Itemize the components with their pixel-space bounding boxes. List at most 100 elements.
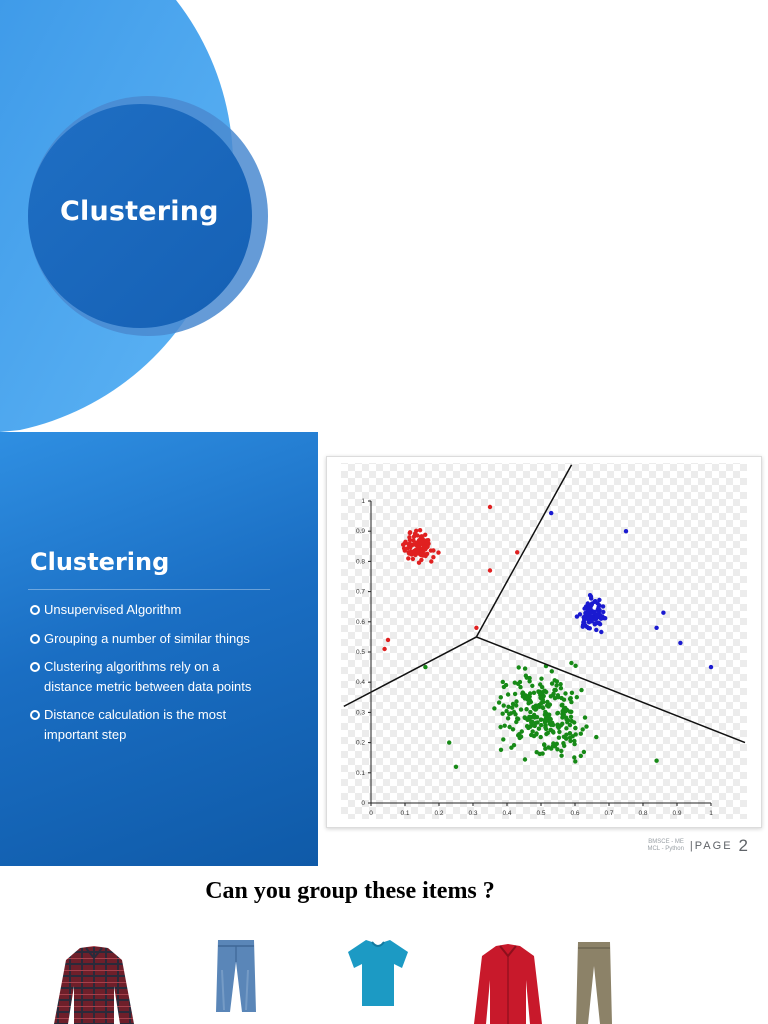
cluster-2-point xyxy=(569,699,574,705)
slide-heading: Clustering xyxy=(30,548,170,576)
y-tick-label: 0.1 xyxy=(356,770,365,777)
cluster-2-point xyxy=(529,719,535,724)
y-tick-label: 0.5 xyxy=(356,649,365,656)
cluster-1-point xyxy=(574,614,580,619)
cluster-1-point xyxy=(589,602,594,607)
cluster-0-point xyxy=(417,528,423,533)
cluster-1-point xyxy=(593,617,598,622)
outlier-point xyxy=(487,504,493,510)
cluster-2-point xyxy=(578,731,583,736)
cluster-2-point xyxy=(560,721,565,726)
y-tick-label: 0.2 xyxy=(356,740,365,747)
cluster-2-point xyxy=(546,745,551,750)
cluster-2-point xyxy=(536,726,542,731)
bullet-item: Unsupervised Algorithm xyxy=(30,600,270,620)
outlier-point xyxy=(382,646,387,652)
cluster-2-point xyxy=(525,697,530,702)
cluster-2-point xyxy=(573,663,578,668)
cluster-2-point xyxy=(581,749,587,755)
cluster-2-point xyxy=(579,687,584,693)
cluster-2-point xyxy=(542,742,547,748)
cluster-2-point xyxy=(560,702,565,707)
footer-org-line2: MCL - Python xyxy=(647,846,684,852)
cluster-2-point xyxy=(509,745,514,750)
cluster-2-point xyxy=(528,709,533,715)
cluster-1-point xyxy=(586,607,591,613)
cluster-2-point xyxy=(572,755,577,760)
cluster-2-point xyxy=(542,712,548,717)
cluster-2-point xyxy=(526,701,531,706)
cluster-2-point xyxy=(572,741,577,747)
cluster-2-point xyxy=(529,732,534,738)
cluster-0-point xyxy=(418,552,424,558)
cluster-1-point xyxy=(596,620,601,625)
cluster-0-point xyxy=(429,559,434,564)
bullet-list: Unsupervised Algorithm Grouping a number… xyxy=(30,600,270,753)
cluster-2-point xyxy=(514,699,519,704)
cluster-2-point xyxy=(554,741,559,746)
cluster-0-point xyxy=(412,531,418,536)
cluster-2-point xyxy=(568,714,574,719)
cluster-2-point xyxy=(540,685,545,690)
cluster-2-point xyxy=(559,748,564,754)
cluster-2-point xyxy=(545,730,550,736)
bullet-text: Unsupervised Algorithm xyxy=(44,602,182,617)
bullet-ring-icon xyxy=(30,633,40,644)
cluster-2-point xyxy=(542,718,547,723)
cluster-1-point xyxy=(601,609,606,615)
cluster-2-point xyxy=(538,734,543,740)
cluster-0-point xyxy=(402,548,407,553)
bullet-text: Grouping a number of similar things xyxy=(44,630,250,646)
cluster-2-point xyxy=(550,720,555,725)
cluster-2-point xyxy=(567,735,573,740)
cluster-2-point xyxy=(535,703,540,709)
bullet-item: Grouping a number of similar things xyxy=(30,629,270,649)
tshirt-image xyxy=(348,940,408,1006)
y-tick-label: 0.6 xyxy=(356,619,365,626)
cluster-1-point xyxy=(599,629,604,635)
cluster-2-point xyxy=(556,695,561,700)
cluster-2-point xyxy=(548,694,553,699)
cluster-2-point xyxy=(534,750,539,755)
cluster-0-point xyxy=(416,560,422,565)
cluster-2-point xyxy=(505,692,511,697)
checker-background xyxy=(341,463,747,819)
bullet-ring-icon xyxy=(30,662,40,672)
cluster-2-point xyxy=(548,727,553,733)
cluster-2-point xyxy=(560,715,565,720)
cluster-0-point xyxy=(406,556,411,561)
cluster-2-point xyxy=(518,684,523,690)
cluster-2-point xyxy=(560,709,565,714)
cluster-2-point xyxy=(492,706,497,711)
cluster-2-point xyxy=(538,695,543,700)
cluster-2-point xyxy=(527,679,532,684)
cluster-2-point xyxy=(563,691,568,696)
cluster-2-point xyxy=(543,726,549,732)
cluster-2-point xyxy=(569,660,574,666)
slide-footer: BMSCE - ME MCL - Python |PAGE 2 xyxy=(647,836,748,856)
cluster-0-point xyxy=(411,538,416,543)
cluster-1-point xyxy=(594,627,599,633)
cluster-2-point xyxy=(549,681,555,686)
cluster-2-point xyxy=(496,700,502,705)
cluster-2-point xyxy=(545,699,550,705)
cluster-2-point xyxy=(532,715,537,720)
cluster-0-point xyxy=(408,545,413,550)
cluster-2-point xyxy=(502,723,507,728)
cluster-0-point xyxy=(407,537,413,543)
cluster-2-point xyxy=(542,688,547,693)
cluster-2-point xyxy=(524,675,529,680)
cluster-1-point xyxy=(598,616,604,621)
cluster-2-point xyxy=(532,723,537,728)
outlier-point xyxy=(385,637,391,643)
y-tick-label: 0.4 xyxy=(356,679,365,686)
cluster-2-point xyxy=(539,676,544,681)
y-tick-label: 0.8 xyxy=(356,558,365,565)
cluster-2-point xyxy=(556,735,562,740)
bullet-item: Distance calculation is the most importa… xyxy=(30,705,270,744)
decision-boundary-line xyxy=(475,464,573,638)
cluster-2-point xyxy=(515,716,520,721)
outlier-point xyxy=(474,625,479,630)
question-heading: Can you group these items ? xyxy=(205,878,495,904)
x-tick-label: 0.1 xyxy=(400,810,409,817)
